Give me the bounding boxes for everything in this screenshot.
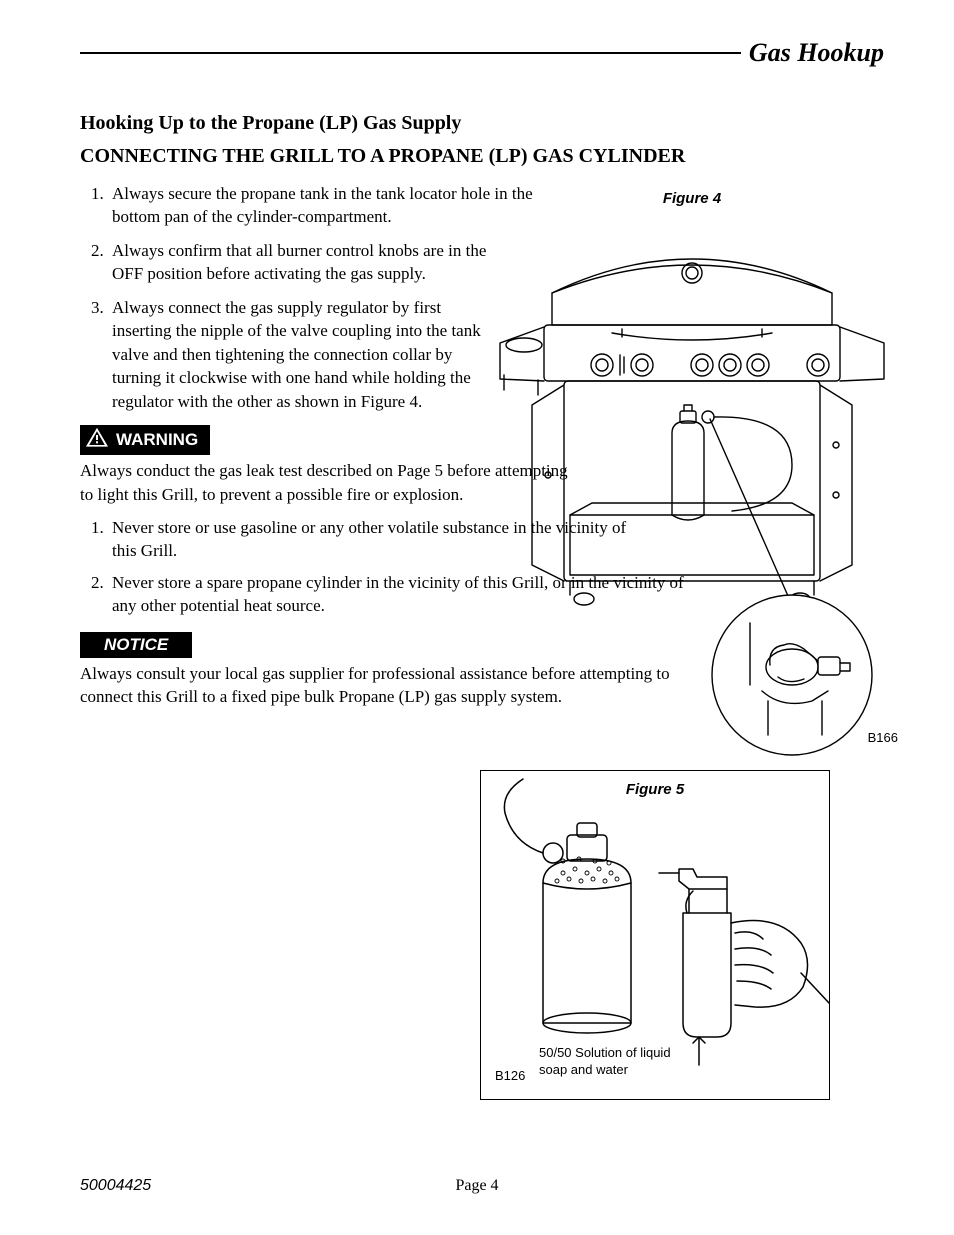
- page-header-title: Gas Hookup: [749, 38, 884, 68]
- header-rule-line: [80, 52, 741, 54]
- page-header: Gas Hookup: [80, 38, 884, 68]
- figure-5-frame: Figure 5: [480, 770, 830, 1100]
- warning-label-text: WARNING: [116, 430, 198, 450]
- figure-5-code: B126: [495, 1068, 525, 1083]
- step-item: Always connect the gas supply regulator …: [108, 296, 498, 413]
- section-title: Hooking Up to the Propane (LP) Gas Suppl…: [80, 112, 884, 135]
- figure-4-label: Figure 4: [492, 190, 892, 207]
- page-footer: Page 4 50004425: [0, 1177, 954, 1195]
- warning-badge: WARNING: [80, 425, 210, 455]
- step-item: Always confirm that all burner control k…: [108, 239, 508, 286]
- notice-badge: NOTICE: [80, 632, 192, 658]
- figure-4: Figure 4: [492, 190, 892, 775]
- figure-5-caption: 50/50 Solution of liquid soap and water: [539, 1045, 699, 1079]
- figure-4-code: B166: [868, 730, 898, 745]
- figure-5: Figure 5: [480, 770, 830, 1100]
- document-number: 50004425: [80, 1177, 151, 1195]
- manual-page: Gas Hookup Hooking Up to the Propane (LP…: [0, 0, 954, 1235]
- step-item: Always secure the propane tank in the ta…: [108, 182, 538, 229]
- warning-triangle-icon: [86, 428, 108, 452]
- subsection-title: CONNECTING THE GRILL TO A PROPANE (LP) G…: [80, 145, 884, 168]
- grill-illustration: [492, 215, 892, 775]
- notice-label-text: NOTICE: [104, 635, 168, 655]
